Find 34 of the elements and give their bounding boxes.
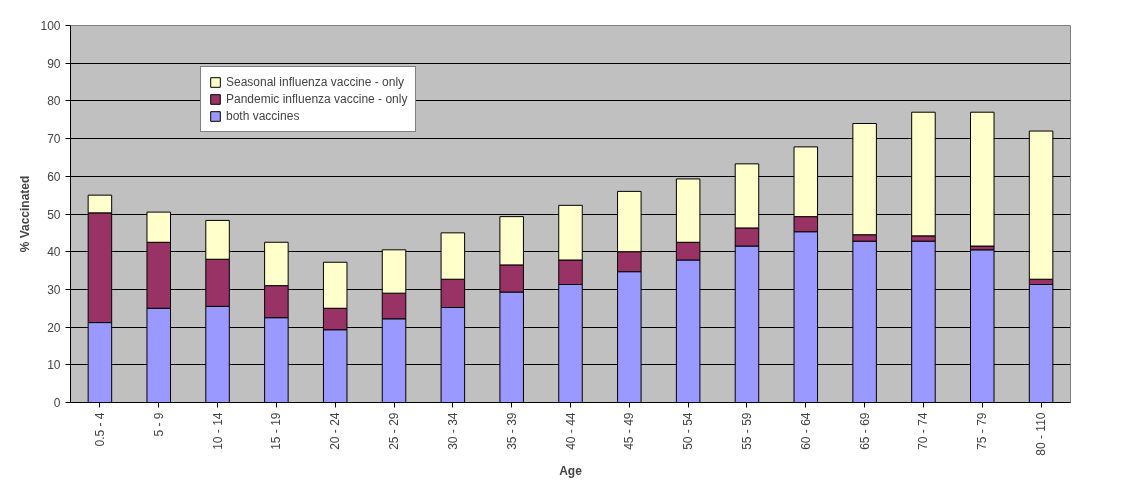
- x-tick-label: 55 - 59: [739, 412, 754, 450]
- y-tick-label: 20: [47, 320, 61, 335]
- x-tick-label: 70 - 74: [916, 412, 931, 450]
- x-axis-title: Age: [559, 463, 583, 478]
- y-tick-label: 50: [47, 207, 61, 222]
- y-tick-label: 80: [47, 94, 61, 109]
- x-tick-label: 50 - 54: [681, 412, 696, 450]
- y-tick-label: 90: [47, 56, 61, 71]
- y-tick-label: 70: [47, 132, 61, 147]
- x-tick-label: 15 - 19: [269, 412, 284, 450]
- y-tick-label: 100: [40, 19, 61, 33]
- y-tick-label: 10: [47, 358, 61, 373]
- y-tick-label: 40: [47, 245, 61, 260]
- x-tick-label: 65 - 69: [857, 412, 872, 450]
- x-tick-label: 60 - 64: [798, 412, 813, 450]
- x-tick-label: 40 - 44: [563, 412, 578, 450]
- x-tick-label: 5 - 9: [151, 412, 166, 437]
- x-tick-label: 10 - 14: [210, 412, 225, 450]
- bar: [970, 111, 995, 247]
- x-tick-label: 45 - 49: [622, 412, 637, 450]
- x-tick-label: 80 - 110: [1034, 412, 1049, 456]
- y-tick-label: 0: [53, 396, 61, 410]
- x-tick-label: 30 - 34: [445, 412, 460, 450]
- x-tick-label: 75 - 79: [975, 412, 990, 450]
- x-tick-label: 20 - 24: [328, 412, 343, 450]
- y-tick-label: 60: [47, 169, 61, 184]
- legend-label: both vaccines: [226, 109, 300, 123]
- legend-label: Seasonal influenza vaccine - only: [226, 75, 405, 89]
- legend-label: Pandemic influenza vaccine - only: [226, 92, 408, 106]
- y-axis-title: % Vaccinated: [18, 175, 33, 253]
- x-tick-label: 25 - 29: [387, 412, 402, 450]
- x-tick-label: 35 - 39: [504, 412, 519, 450]
- y-tick-label: 30: [47, 282, 61, 297]
- x-tick-label: 0.5 - 4: [92, 412, 107, 447]
